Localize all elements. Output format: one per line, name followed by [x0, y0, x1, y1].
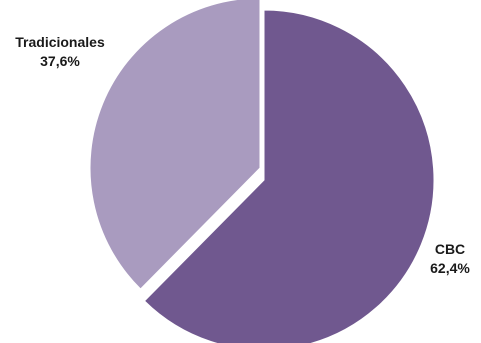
slice-percent-cbc: 62,4%: [430, 260, 470, 276]
slice-label-cbc: CBC 62,4%: [422, 240, 478, 278]
pie-slices: [89, 0, 435, 343]
slice-label-tradicionales: Tradicionales 37,6%: [0, 33, 120, 71]
slice-name-tradicionales: Tradicionales: [15, 34, 105, 50]
slice-percent-tradicionales: 37,6%: [40, 53, 80, 69]
pie-slice-cbc: [143, 9, 435, 343]
slice-name-cbc: CBC: [434, 241, 466, 257]
pie-slice-tradicionales: [89, 0, 261, 290]
